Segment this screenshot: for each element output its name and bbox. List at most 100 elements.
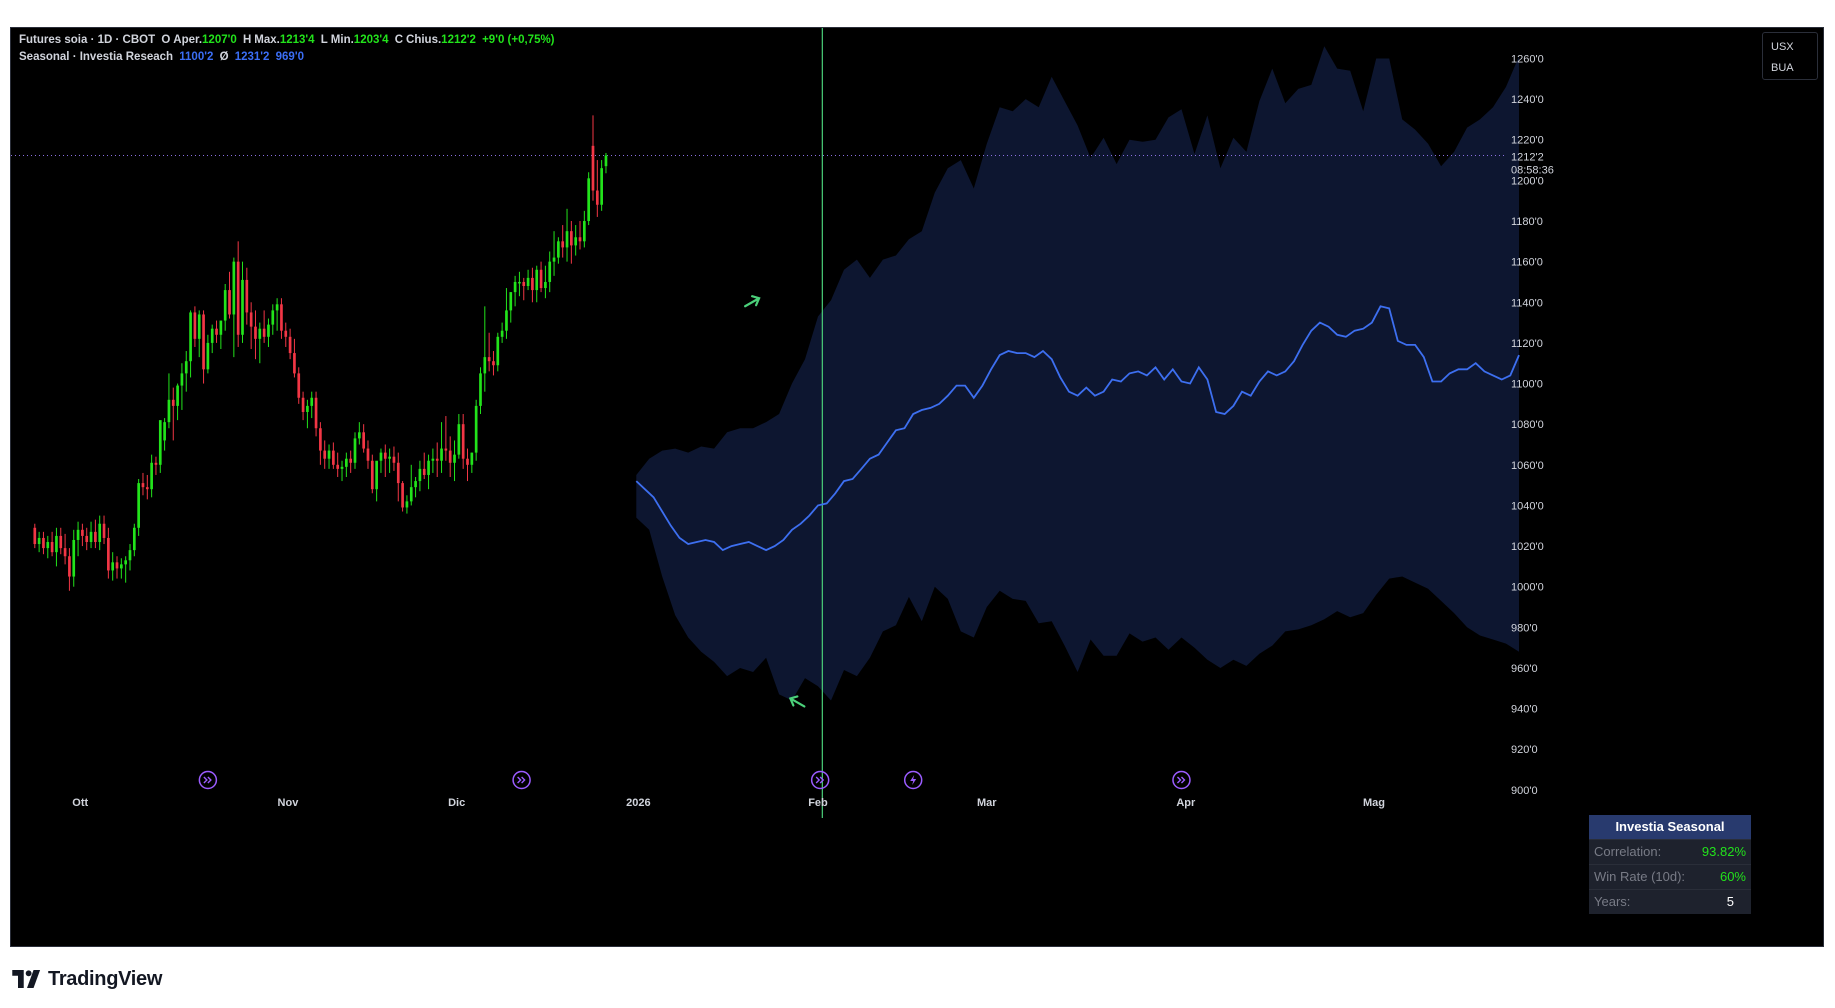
candle [85, 527, 89, 551]
candle [435, 442, 439, 477]
high-label: H [242, 34, 252, 46]
candle [422, 452, 426, 480]
y-tick-label: 1180'0 [1511, 216, 1543, 228]
candle [293, 338, 296, 378]
candle [531, 267, 534, 303]
stats-label: Win Rate (10d): [1594, 869, 1686, 884]
candle [362, 424, 365, 453]
y-tick-label: 940'0 [1511, 704, 1538, 716]
candle [375, 460, 378, 502]
candle [457, 414, 461, 459]
candle [210, 324, 214, 354]
candle [55, 527, 58, 567]
forward-icon [1176, 776, 1186, 784]
x-tick-label: Nov [278, 797, 300, 809]
candle [215, 320, 218, 343]
candle [409, 464, 413, 506]
candle [76, 521, 80, 557]
candle [150, 454, 153, 498]
y-tick-label: 1200'0 [1511, 175, 1544, 187]
candle [552, 231, 556, 276]
x-tick-label: Dic [448, 797, 465, 809]
candle [448, 436, 452, 477]
chart-frame[interactable]: 1260'0 1240'0 1220'0 1200'0 1180'0 1160'0 1140… [10, 27, 1824, 947]
y-tick-label: 1100'0 [1511, 379, 1543, 391]
candle [427, 454, 430, 490]
candle [539, 261, 543, 293]
candle [319, 422, 322, 465]
candle [171, 387, 175, 441]
forward-icon [815, 776, 825, 784]
indicator-legend: Seasonal · Investia Reseach 1100'2 Ø 123… [19, 51, 307, 63]
candle [280, 298, 283, 339]
candle [570, 221, 573, 264]
candle [595, 160, 599, 217]
x-tick-label: 2026 [626, 797, 650, 809]
candle [526, 269, 530, 291]
seasonal-band [636, 46, 1519, 701]
candle [431, 448, 435, 473]
forward-icon [517, 776, 526, 784]
candle [466, 448, 469, 482]
candle [176, 383, 179, 421]
candle [587, 172, 591, 226]
candle [81, 523, 84, 547]
candle [89, 521, 93, 549]
seasonal-stats-table: Investia Seasonal Correlation: 93.82% Wi… [1589, 815, 1751, 914]
candle [236, 241, 240, 347]
change-value: +9'0 (+0,75%) [482, 34, 555, 46]
candle [301, 391, 305, 421]
candle [158, 420, 162, 473]
candle [544, 265, 547, 299]
symbol-title[interactable]: Futures soia · 1D · CBOT [19, 34, 156, 46]
candle [505, 288, 508, 339]
last-price-label: 1212'2 [1511, 151, 1544, 163]
candle [492, 351, 495, 376]
candle [98, 515, 102, 551]
candle [271, 304, 275, 335]
candle [470, 452, 474, 473]
seasonal-line [635, 305, 1520, 552]
candle [418, 460, 422, 492]
currency-unit-button[interactable]: USX BUA [1762, 32, 1818, 80]
candle [535, 265, 539, 303]
close-label: C [394, 34, 404, 46]
candle [258, 322, 262, 364]
candle [479, 367, 482, 415]
event-icon [1172, 770, 1191, 790]
candle [206, 334, 210, 374]
indicator-value-3: 969'0 [275, 51, 304, 63]
y-tick-label: 1020'0 [1511, 541, 1544, 553]
stats-value: 60% [1719, 869, 1746, 884]
candle [167, 373, 171, 429]
high-value: 1213'4 [279, 34, 315, 46]
candle [353, 432, 357, 469]
candle [128, 544, 132, 571]
candle [401, 481, 404, 512]
stats-row-correlation: Correlation: 93.82% [1589, 839, 1751, 864]
candle [115, 556, 119, 579]
candle [180, 363, 184, 410]
candle [370, 454, 374, 494]
tradingview-logo[interactable]: TradingView [12, 964, 162, 994]
candle [323, 440, 327, 469]
stats-row-years: Years: 5 [1589, 889, 1751, 914]
countdown-label: 08:58:36 [1511, 164, 1554, 176]
candle [405, 495, 409, 514]
candle [297, 367, 301, 404]
y-tick-label: 1120'0 [1511, 338, 1543, 350]
candle [345, 452, 348, 477]
tradingview-logo-icon [12, 970, 41, 988]
candle [357, 422, 361, 445]
y-tick-label: 980'0 [1511, 622, 1538, 634]
candle [453, 440, 456, 482]
candle [340, 460, 344, 482]
stats-value: 93.82% [1701, 844, 1746, 859]
y-tick-label: 1240'0 [1511, 94, 1544, 106]
y-tick-label: 1140'0 [1511, 297, 1543, 309]
candle [565, 208, 569, 262]
price-chart[interactable]: 1260'0 1240'0 1220'0 1200'0 1180'0 1160'0 1140… [11, 28, 1824, 947]
candle [600, 160, 603, 211]
indicator-title[interactable]: Seasonal · Investia Reseach [19, 51, 174, 63]
candle [561, 225, 565, 258]
